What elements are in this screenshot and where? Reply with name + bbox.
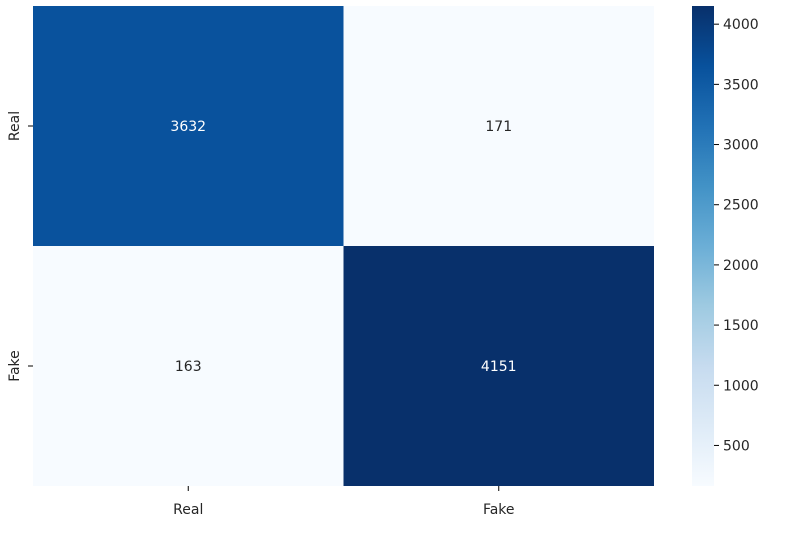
colorbar-tick-label: 3000 — [723, 138, 759, 154]
y-tick-label: Fake — [7, 350, 23, 382]
colorbar-tick-label: 2500 — [723, 198, 759, 214]
colorbar-tick-label: 4000 — [723, 17, 759, 33]
colorbar-tick-label: 1500 — [723, 318, 759, 334]
y-tick-label: Real — [7, 111, 23, 141]
heatmap-cell — [33, 246, 344, 486]
cell-value-label: 171 — [485, 119, 512, 135]
heatmap-cell — [343, 246, 654, 486]
cell-value-label: 4151 — [481, 359, 517, 375]
colorbar-tick-label: 500 — [723, 438, 750, 454]
x-tick-label: Fake — [483, 502, 515, 518]
cell-value-label: 163 — [175, 359, 202, 375]
heatmap-cell — [343, 6, 654, 246]
cell-value-label: 3632 — [170, 119, 206, 135]
colorbar-tick-label: 3500 — [723, 77, 759, 93]
x-tick-label: Real — [173, 502, 203, 518]
colorbar-tick-label: 2000 — [723, 258, 759, 274]
colorbar-tick-label: 1000 — [723, 378, 759, 394]
colorbar — [692, 6, 714, 486]
heatmap-cell — [33, 6, 344, 246]
